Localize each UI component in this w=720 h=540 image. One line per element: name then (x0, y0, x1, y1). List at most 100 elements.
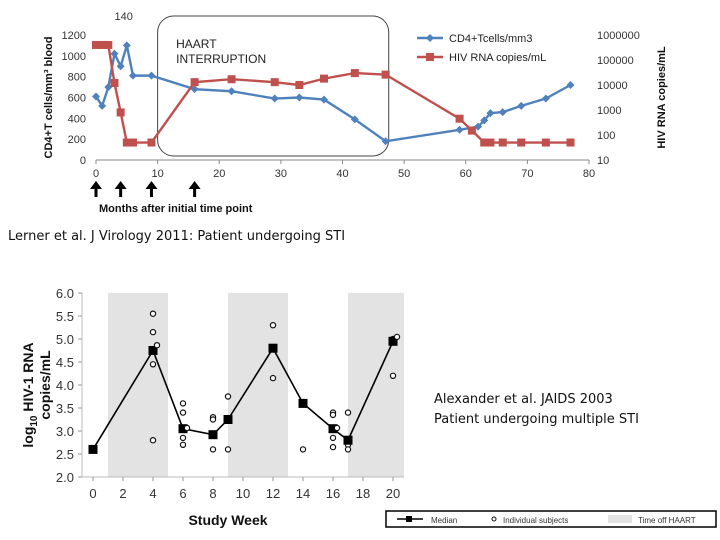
x-tick-label: 80 (583, 168, 595, 180)
rna-point (92, 40, 100, 49)
cd4-point (147, 71, 156, 80)
y-axis-label-line1: log10 HIV-1 RNA (20, 342, 40, 447)
median-point (208, 430, 218, 440)
rna-point (486, 138, 495, 147)
legend-median-label: Median (431, 516, 457, 525)
off-haart-region (228, 293, 288, 477)
y-tick-label: 1000 (62, 51, 86, 63)
cd4-point (320, 95, 329, 104)
x-tick-label: 4 (149, 486, 156, 501)
individual-subject-point (299, 446, 307, 453)
rna-point (295, 81, 304, 89)
cd4-point (128, 71, 137, 80)
x-tick-label: 20 (213, 168, 225, 180)
legend-individual-label: Individual subjects (503, 516, 568, 525)
y-tick-label: 800 (68, 72, 86, 84)
individual-subject-point (149, 310, 157, 317)
y-tick-label: 4.5 (56, 355, 74, 370)
cd4-point (517, 101, 526, 110)
rna-point (116, 108, 125, 117)
individual-subject-point (179, 434, 187, 442)
x-tick-label: 10 (152, 168, 164, 180)
legend-box (385, 510, 717, 528)
caption-alexander-line1: Alexander et al. JAIDS 2003 (434, 392, 613, 407)
individual-subject-point (224, 446, 232, 453)
individual-subject-point (149, 436, 157, 444)
x-tick-label: 20 (386, 486, 400, 501)
cd4-point (350, 115, 359, 124)
timepoint-arrow-head (188, 181, 201, 189)
peak-label: 140 (114, 11, 132, 23)
cd4-point (480, 116, 489, 125)
individual-subject-point (329, 434, 337, 442)
y2-tick-label: 100 (597, 130, 615, 142)
legend-individual-marker (491, 516, 497, 522)
y-tick-label: 5.0 (56, 332, 74, 347)
y2-tick-label: 10 (597, 155, 609, 167)
individual-subject-point (224, 393, 232, 400)
rna-point (227, 75, 236, 84)
x-tick-label: 14 (296, 486, 310, 501)
individual-subject-point (209, 416, 217, 423)
y-tick-label: 200 (68, 134, 86, 146)
cd4-point (98, 101, 107, 110)
x-tick-label: 16 (326, 486, 340, 501)
y-tick-label: 2.0 (56, 470, 74, 485)
caption-alexander: Alexander et al. JAIDS 2003 Patient unde… (434, 390, 639, 430)
rna-point (98, 40, 107, 49)
median-point (223, 415, 233, 424)
individual-subject-point (333, 424, 341, 432)
y-tick-label: 4.0 (56, 378, 74, 393)
legend-rna-label: HIV RNA copies/mL (449, 52, 546, 64)
legend-cd4-label: CD4+Tcells/mm3 (449, 33, 532, 45)
cd4-point (474, 122, 483, 131)
timepoint-arrow-head (90, 181, 102, 189)
rna-point (270, 78, 279, 87)
legend-rna-marker (426, 53, 434, 61)
median-point (298, 398, 308, 408)
caption-alexander-line2: Patient undergoing multiple STI (434, 412, 639, 427)
cd4-point (116, 62, 125, 71)
cd4-point (122, 41, 131, 50)
x-tick-label: 0 (89, 486, 96, 501)
x-tick-label: 30 (275, 168, 287, 180)
timepoint-arrow-head (145, 181, 158, 189)
x-tick-label: 2 (119, 486, 126, 501)
y-tick-label: 3.0 (56, 424, 74, 439)
individual-subject-point (393, 333, 401, 341)
x-tick-label: 18 (356, 486, 370, 501)
rna-point (147, 138, 156, 147)
y-tick-label: 600 (68, 93, 86, 105)
rna-point (350, 69, 359, 78)
median-point (343, 435, 353, 445)
individual-subject-point (389, 372, 397, 380)
y2-tick-label: 10000 (597, 80, 628, 92)
rna-point (467, 126, 476, 135)
cd4-point (566, 81, 575, 89)
rna-point (128, 138, 137, 147)
individual-subject-point (183, 424, 191, 432)
y-axis-label-line2: copies/mL (37, 350, 53, 420)
cd4-point (541, 94, 550, 103)
y-axis-label: CD4+T cells/mm³ blood (43, 37, 55, 159)
x-tick-label: 40 (336, 168, 348, 180)
rna-point (320, 74, 329, 83)
cd4-point (381, 137, 390, 146)
median-point (268, 343, 278, 353)
y2-tick-label: 1000000 (597, 30, 640, 42)
x-tick-label: 8 (209, 486, 216, 501)
x-tick-label: 0 (93, 168, 99, 180)
x-tick-label: 10 (236, 486, 250, 501)
rna-point (541, 138, 550, 147)
y-tick-label: 6.0 (56, 286, 74, 301)
cd4-point (110, 49, 119, 58)
legend-median-marker (406, 516, 412, 522)
rna-point (517, 138, 526, 147)
x-tick-label: 6 (179, 486, 186, 501)
individual-subject-point (344, 409, 352, 416)
y2-tick-label: 1000 (597, 105, 621, 117)
rna-point (110, 79, 119, 88)
rna-point (104, 40, 113, 49)
chart-cd4-rna: 0200400600800100012001010010001000010000… (43, 11, 668, 215)
y-tick-label: 3.5 (56, 401, 74, 416)
